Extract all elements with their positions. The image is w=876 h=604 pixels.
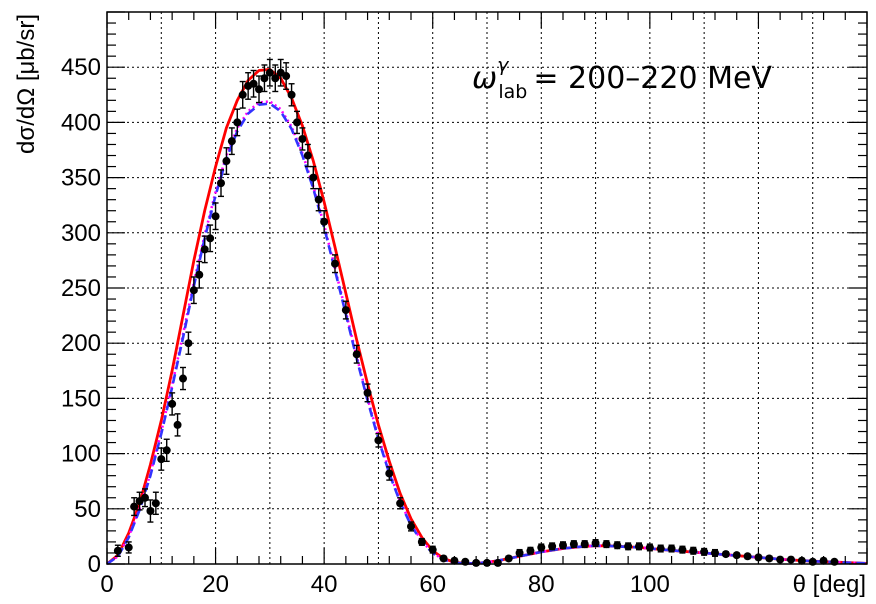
data-point (179, 374, 187, 383)
data-point (417, 537, 426, 546)
x-tick-label: 0 (100, 571, 113, 598)
data-point (667, 544, 676, 553)
axis-ticks (106, 11, 868, 565)
y-tick-label: 50 (74, 496, 101, 523)
data-point (656, 544, 665, 553)
data-point (227, 137, 236, 146)
data-point (141, 493, 149, 502)
y-tick-label: 400 (61, 109, 101, 136)
x-tick-label: 60 (419, 571, 446, 598)
data-point (211, 212, 220, 221)
data-point (331, 259, 339, 268)
x-tick-label: 40 (311, 571, 338, 598)
y-tick-label: 350 (61, 165, 101, 192)
data-point (504, 554, 513, 563)
data-point (271, 74, 280, 83)
data-point (700, 547, 709, 556)
y-tick-label: 100 (61, 441, 101, 468)
data-point (363, 388, 372, 397)
data-point (765, 554, 774, 563)
data-point (298, 134, 307, 143)
y-tick-label: 200 (61, 330, 101, 357)
data-point (439, 554, 448, 563)
data-point (721, 550, 730, 559)
data-point (743, 552, 752, 561)
data-point (206, 234, 215, 243)
data-point (559, 541, 567, 550)
data-point (217, 179, 225, 188)
data-point (255, 85, 263, 94)
data-point (157, 455, 166, 464)
data-point (168, 399, 177, 408)
data-point (293, 118, 301, 127)
data-point (287, 90, 296, 99)
x-tick-label: 100 (630, 571, 670, 598)
data-point (162, 446, 171, 455)
data-point (200, 245, 209, 254)
energy-range-text: = 200–220 MeV (533, 61, 772, 96)
data-point (635, 542, 643, 551)
data-point (309, 173, 318, 182)
energy-range-label: ωγ lab = 200–220 MeV (472, 54, 772, 103)
data-point (146, 507, 155, 516)
data-point (341, 306, 350, 315)
data-point (515, 548, 524, 557)
omega-symbol: ω (472, 61, 497, 96)
data-point (265, 68, 274, 77)
y-tick-label: 150 (61, 385, 101, 412)
y-tick-label: 0 (88, 551, 101, 578)
data-point (249, 79, 258, 88)
data-point (537, 543, 546, 552)
data-point (184, 339, 193, 348)
y-axis-title: dσ/dΩ [μb/sr] (13, 14, 40, 154)
data-point (195, 270, 204, 279)
data-point (624, 542, 633, 551)
data-point (407, 522, 415, 531)
data-point (124, 543, 133, 552)
data-point (282, 72, 291, 81)
data-point (320, 217, 329, 226)
data-point (591, 539, 600, 548)
y-tick-label: 450 (61, 54, 101, 81)
data-point (602, 540, 611, 549)
data-point (374, 436, 383, 445)
data-point (130, 502, 139, 511)
tick-labels: 0 20 40 60 80 100 0 50 100 150 200 250 300 350 400 450 (61, 54, 670, 598)
data-point (548, 542, 557, 551)
data-point (580, 540, 589, 549)
y-tick-label: 250 (61, 275, 101, 302)
data-point (569, 540, 578, 549)
data-point (526, 546, 535, 555)
data-point (314, 195, 323, 204)
x-tick-label: 20 (202, 571, 229, 598)
data-point (151, 499, 160, 508)
data-point (222, 157, 231, 166)
data-point (396, 499, 405, 508)
data-point (260, 74, 269, 83)
data-point (352, 350, 361, 359)
grid-lines (107, 12, 867, 564)
data-point (711, 548, 719, 557)
y-tick-label: 300 (61, 220, 101, 247)
data-point (385, 469, 394, 478)
data-point (787, 555, 795, 564)
curve-model-magenta-dotted (106, 100, 868, 566)
data-point (483, 558, 491, 567)
data-point (678, 545, 687, 554)
data-point (238, 90, 247, 99)
data-point (732, 551, 741, 560)
data-point (173, 420, 182, 429)
data-point (303, 151, 312, 160)
data-point (189, 286, 198, 295)
energy-superscript: γ (497, 54, 510, 76)
data-point (233, 118, 242, 127)
data-point (645, 543, 654, 552)
data-point (613, 541, 622, 550)
x-axis-title: θ [deg] (793, 571, 866, 598)
energy-subscript: lab (498, 81, 527, 103)
data-point (689, 546, 698, 555)
x-tick-label: 80 (528, 571, 555, 598)
